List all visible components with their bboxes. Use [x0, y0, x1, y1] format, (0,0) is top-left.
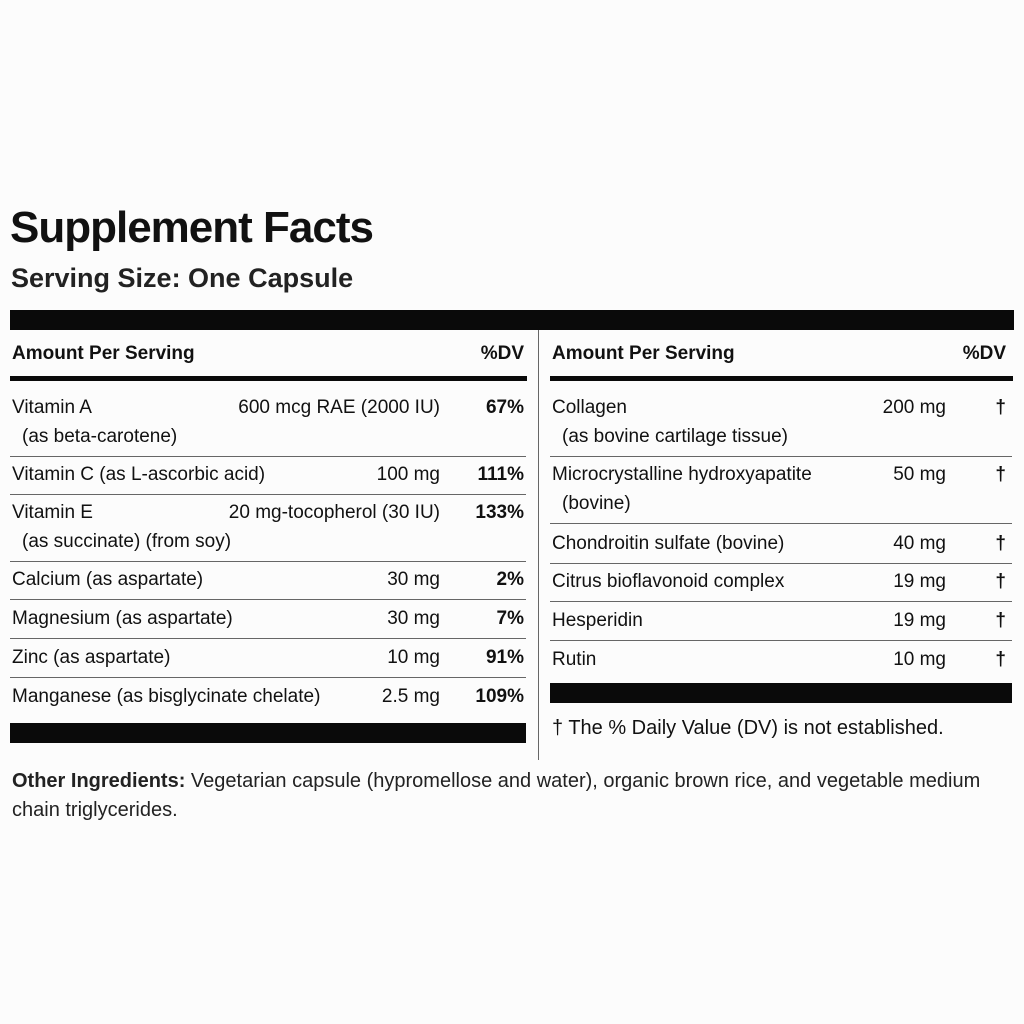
row-separator	[550, 523, 1012, 524]
header-rule	[10, 376, 527, 381]
footnote: † The % Daily Value (DV) is not establis…	[552, 717, 944, 739]
daily-value: †	[995, 649, 1006, 670]
nutrient-name: Vitamin E	[12, 502, 93, 523]
nutrient-amount: 30 mg	[387, 569, 440, 590]
row-separator	[10, 561, 526, 562]
bottom-bar	[550, 683, 1012, 703]
daily-value: 133%	[475, 502, 524, 523]
daily-value: 2%	[496, 569, 524, 590]
nutrient-name: Magnesium (as aspartate)	[12, 608, 233, 629]
row-separator	[550, 563, 1012, 564]
top-bar	[10, 310, 1014, 330]
row-separator	[550, 601, 1012, 602]
nutrient-name: Rutin	[552, 649, 597, 670]
nutrient-name: Zinc (as aspartate)	[12, 647, 171, 668]
nutrient-amount: 50 mg	[893, 464, 946, 485]
nutrient-amount: 100 mg	[376, 464, 440, 485]
nutrient-name: Collagen	[552, 397, 627, 418]
nutrient-name: Chondroitin sulfate (bovine)	[552, 533, 785, 554]
other-ingredients-label: Other Ingredients:	[12, 770, 186, 792]
nutrient-name: Hesperidin	[552, 610, 643, 631]
nutrient-name: Manganese (as bisglycinate chelate)	[12, 686, 321, 707]
header-rule	[550, 376, 1013, 381]
title: Supplement Facts	[10, 203, 374, 252]
daily-value: 7%	[496, 608, 524, 629]
daily-value: †	[995, 533, 1006, 554]
nutrient-amount: 2.5 mg	[381, 686, 440, 707]
nutrient-amount: 10 mg	[893, 649, 946, 670]
daily-value: 91%	[485, 647, 524, 668]
bottom-bar	[10, 723, 526, 743]
nutrient-amount: 600 mcg RAE (2000 IU)	[238, 397, 440, 418]
nutrient-detail: (as bovine cartilage tissue)	[562, 426, 788, 447]
row-separator	[550, 456, 1012, 457]
row-separator	[10, 494, 526, 495]
daily-value: 67%	[485, 397, 524, 418]
row-separator	[550, 640, 1012, 641]
daily-value: 111%	[477, 464, 525, 485]
other-ingredients: Other Ingredients: Vegetarian capsule (h…	[12, 767, 1012, 825]
nutrient-amount: 10 mg	[387, 647, 440, 668]
nutrient-name: Citrus bioflavonoid complex	[552, 571, 785, 592]
serving-size: Serving Size: One Capsule	[11, 263, 354, 293]
daily-value: †	[995, 610, 1006, 631]
nutrient-detail: (as succinate) (from soy)	[22, 531, 232, 552]
row-separator	[10, 456, 526, 457]
daily-value: 109%	[475, 686, 524, 707]
daily-value: †	[995, 571, 1006, 592]
nutrient-amount: 19 mg	[893, 571, 946, 592]
nutrient-name: Microcrystalline hydroxyapatite	[552, 464, 812, 485]
nutrient-amount: 30 mg	[387, 608, 440, 629]
column-header: Amount Per Serving	[552, 343, 735, 364]
row-separator	[10, 677, 526, 678]
column-header: %DV	[480, 343, 524, 364]
nutrient-detail: (as beta-carotene)	[22, 426, 178, 447]
daily-value: †	[995, 464, 1006, 485]
row-separator	[10, 638, 526, 639]
column-header: Amount Per Serving	[12, 343, 195, 364]
nutrient-amount: 200 mg	[882, 397, 946, 418]
row-separator	[10, 599, 526, 600]
nutrient-amount: 19 mg	[893, 610, 946, 631]
nutrient-name: Vitamin A	[12, 397, 92, 418]
daily-value: †	[995, 397, 1006, 418]
nutrient-amount: 20 mg-tocopherol (30 IU)	[228, 502, 440, 523]
nutrient-name: Calcium (as aspartate)	[12, 569, 204, 590]
nutrient-detail: (bovine)	[562, 493, 631, 514]
other-ingredients-text: Vegetarian capsule (hypromellose and wat…	[12, 770, 981, 821]
column-divider	[538, 330, 539, 760]
nutrient-amount: 40 mg	[893, 533, 946, 554]
nutrient-name: Vitamin C (as L-ascorbic acid)	[12, 464, 266, 485]
column-header: %DV	[962, 343, 1006, 364]
